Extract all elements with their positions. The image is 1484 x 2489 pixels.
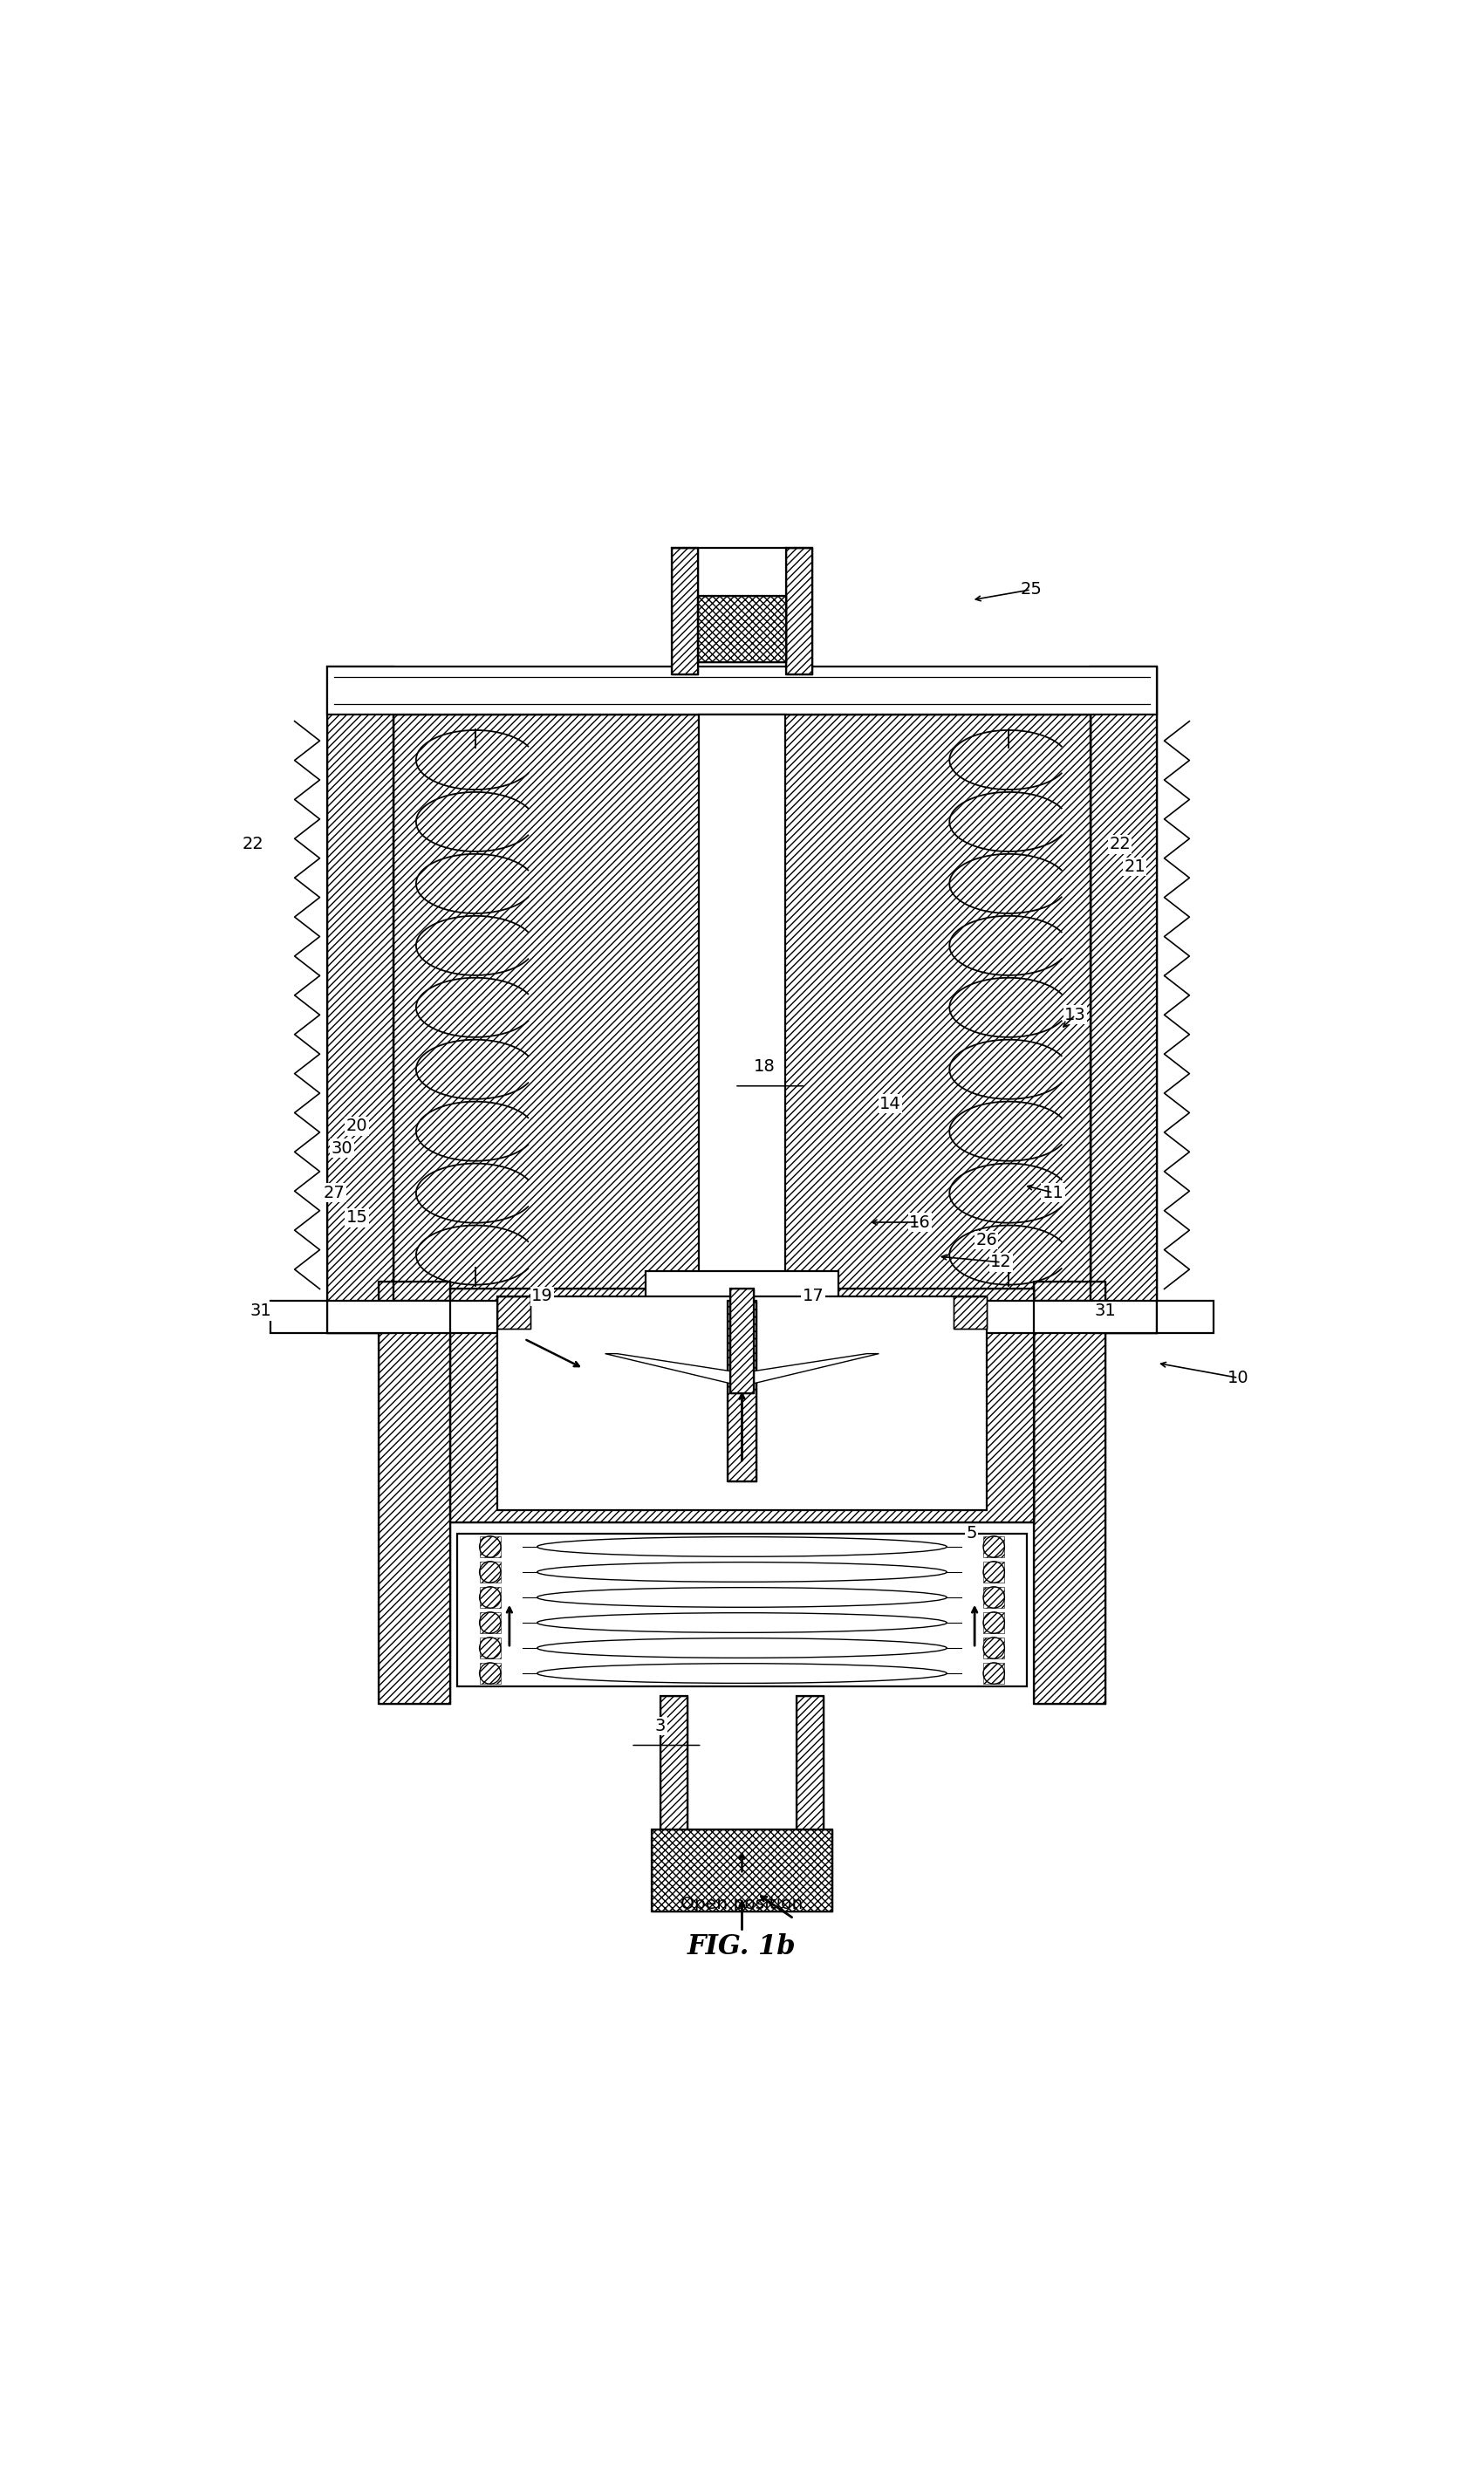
Bar: [727, 1302, 757, 1481]
Bar: [378, 1282, 450, 1705]
Circle shape: [479, 1663, 500, 1685]
Text: 17: 17: [803, 1289, 824, 1304]
Bar: [797, 1697, 824, 1844]
Bar: [651, 1829, 833, 1912]
Bar: [479, 1536, 500, 1558]
Bar: [699, 714, 785, 1302]
Circle shape: [984, 1663, 1005, 1685]
Ellipse shape: [537, 1588, 947, 1608]
Bar: [984, 1561, 1005, 1583]
Bar: [984, 1663, 1005, 1685]
Bar: [838, 1334, 871, 1429]
Bar: [660, 1697, 687, 1844]
Bar: [672, 548, 699, 675]
Bar: [727, 1302, 757, 1481]
Text: 20: 20: [346, 1118, 368, 1135]
Bar: [954, 1297, 987, 1329]
Text: 15: 15: [346, 1210, 368, 1227]
Bar: [479, 1561, 500, 1583]
Bar: [1091, 667, 1158, 1334]
Bar: [393, 714, 1091, 1302]
Text: 13: 13: [1064, 1006, 1086, 1023]
Circle shape: [984, 1638, 1005, 1658]
Circle shape: [984, 1561, 1005, 1583]
Bar: [797, 1697, 824, 1844]
Circle shape: [479, 1561, 500, 1583]
Text: 26: 26: [975, 1232, 997, 1249]
Text: 18: 18: [754, 1058, 775, 1075]
Bar: [646, 1272, 838, 1302]
Text: 31: 31: [249, 1302, 272, 1319]
Bar: [785, 548, 812, 675]
Bar: [838, 1334, 871, 1429]
Bar: [660, 1697, 687, 1844]
Bar: [497, 1297, 530, 1329]
Ellipse shape: [537, 1536, 947, 1556]
Bar: [457, 1533, 1027, 1685]
Text: 19: 19: [531, 1289, 552, 1304]
Text: 16: 16: [910, 1215, 930, 1230]
Polygon shape: [605, 1354, 879, 1386]
Bar: [984, 1588, 1005, 1608]
Bar: [1158, 1302, 1212, 1334]
Text: 25: 25: [1020, 582, 1042, 597]
Text: 10: 10: [1227, 1369, 1250, 1386]
Text: 22: 22: [1109, 836, 1131, 854]
Bar: [672, 548, 699, 675]
Text: FIG. 1b: FIG. 1b: [687, 1934, 797, 1961]
Bar: [497, 1297, 530, 1329]
Text: 27: 27: [324, 1185, 346, 1200]
Bar: [497, 1297, 987, 1511]
Circle shape: [984, 1588, 1005, 1608]
Bar: [479, 1638, 500, 1658]
Bar: [699, 595, 785, 662]
Circle shape: [984, 1613, 1005, 1633]
Bar: [954, 1297, 987, 1329]
Ellipse shape: [537, 1663, 947, 1683]
Bar: [613, 1334, 646, 1429]
Text: 21: 21: [1123, 859, 1146, 876]
Text: 12: 12: [990, 1254, 1012, 1269]
Bar: [699, 595, 785, 662]
Bar: [326, 667, 393, 1334]
Text: 31: 31: [1094, 1302, 1116, 1319]
Text: 30: 30: [331, 1140, 353, 1157]
Bar: [393, 714, 1091, 1302]
Circle shape: [479, 1536, 500, 1558]
Circle shape: [479, 1613, 500, 1633]
Ellipse shape: [537, 1613, 947, 1633]
Text: 22: 22: [242, 836, 264, 854]
Bar: [479, 1588, 500, 1608]
Bar: [326, 667, 393, 1334]
Circle shape: [479, 1588, 500, 1608]
Bar: [479, 1613, 500, 1633]
Bar: [1034, 1282, 1106, 1705]
Bar: [984, 1536, 1005, 1558]
Bar: [450, 1289, 1034, 1523]
Bar: [651, 1829, 833, 1912]
Bar: [326, 667, 1158, 714]
Text: 11: 11: [1042, 1185, 1064, 1200]
Text: Open position: Open position: [681, 1897, 803, 1912]
Bar: [479, 1663, 500, 1685]
Bar: [326, 1302, 1158, 1334]
Bar: [984, 1613, 1005, 1633]
Ellipse shape: [537, 1638, 947, 1658]
Circle shape: [479, 1638, 500, 1658]
Bar: [1091, 667, 1158, 1334]
Bar: [730, 1289, 754, 1394]
Bar: [730, 1289, 754, 1394]
Bar: [785, 548, 812, 675]
Bar: [378, 1282, 450, 1705]
Text: 14: 14: [880, 1095, 901, 1113]
Bar: [272, 1302, 326, 1334]
Text: 5: 5: [966, 1526, 976, 1541]
Ellipse shape: [537, 1563, 947, 1583]
Bar: [613, 1334, 646, 1429]
Text: 3: 3: [654, 1717, 666, 1735]
Bar: [450, 1289, 1034, 1523]
Circle shape: [984, 1536, 1005, 1558]
Bar: [984, 1638, 1005, 1658]
Bar: [1034, 1282, 1106, 1705]
